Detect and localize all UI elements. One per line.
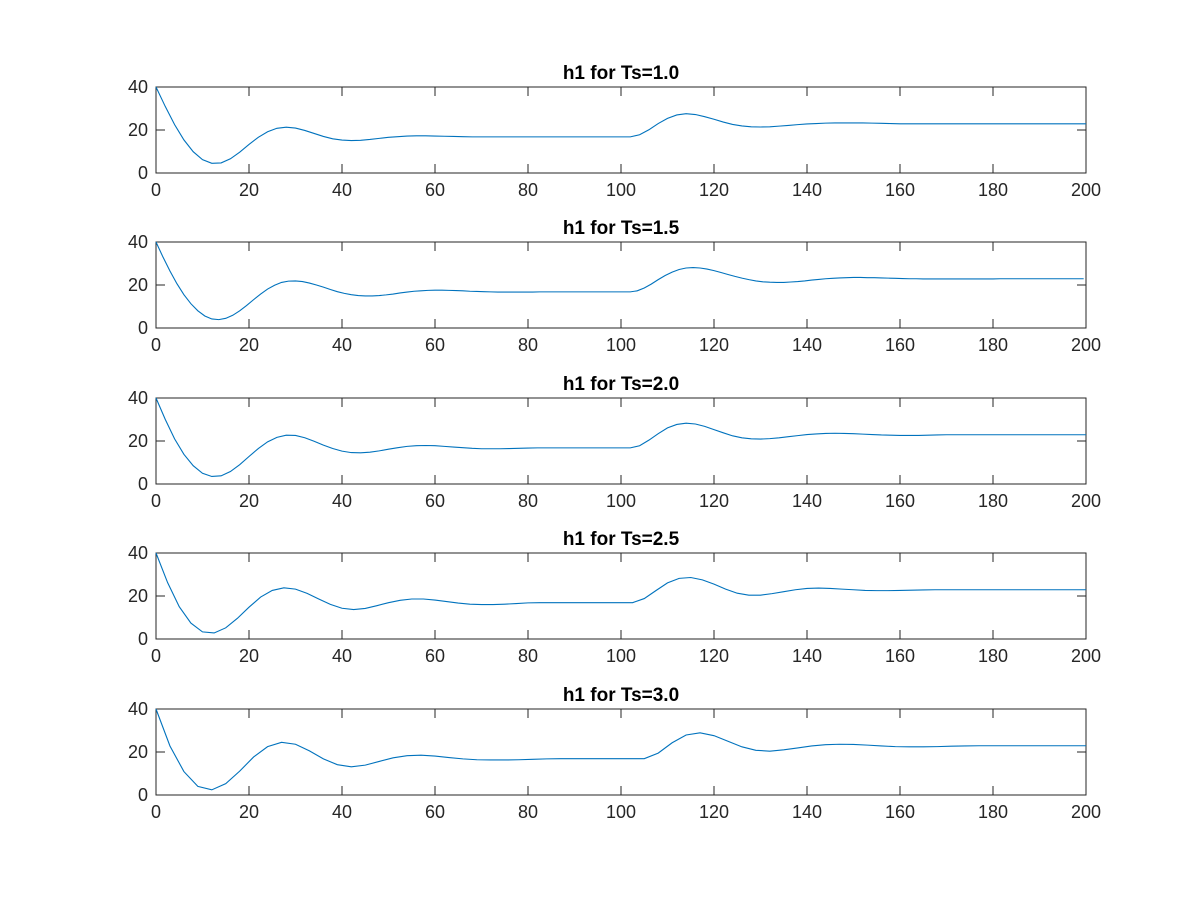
x-tick-label: 120 [699, 491, 729, 511]
chart-title: h1 for Ts=2.5 [563, 529, 680, 550]
x-tick-label: 0 [151, 802, 161, 822]
axes-frame [155, 708, 1087, 796]
x-tick-label: 0 [151, 180, 161, 200]
series-line [155, 552, 1086, 634]
y-tick-label: 40 [128, 232, 148, 252]
y-tick-label: 40 [128, 388, 148, 408]
subplot-5: h1 for Ts=3.00 20 40 60 80 100 120 140 160 180 200… [128, 685, 1101, 822]
y-tick-label: 20 [128, 742, 148, 762]
x-tick-label: 100 [606, 335, 636, 355]
x-tick-label: 20 [239, 335, 259, 355]
x-tick-label: 200 [1071, 491, 1101, 511]
x-tick-label: 160 [885, 491, 915, 511]
subplot-1: h1 for Ts=1.00 20 40 60 80 100 120 140 160 180 200… [128, 63, 1101, 200]
subplot-3: h1 for Ts=2.00 20 40 60 80 100 120 140 160 180 200… [128, 374, 1101, 511]
x-tick-label: 60 [425, 491, 445, 511]
series-line [155, 241, 1084, 321]
x-tick-label: 160 [885, 335, 915, 355]
axes-frame [155, 552, 1087, 640]
x-tick-label: 120 [699, 646, 729, 666]
x-tick-label: 180 [978, 491, 1008, 511]
chart-title: h1 for Ts=1.5 [563, 218, 680, 239]
y-tick-label: 40 [128, 77, 148, 97]
subplot-4: h1 for Ts=2.50 20 40 60 80 100 120 140 160 180 200… [128, 529, 1101, 666]
x-tick-label: 180 [978, 180, 1008, 200]
y-tick-label: 20 [128, 431, 148, 451]
y-tick-label: 0 [138, 163, 148, 183]
x-tick-label: 100 [606, 491, 636, 511]
axes-frame [155, 86, 1087, 174]
x-tick-label: 20 [239, 180, 259, 200]
x-tick-label: 20 [239, 491, 259, 511]
x-tick-label: 200 [1071, 802, 1101, 822]
x-tick-label: 180 [978, 646, 1008, 666]
x-tick-label: 80 [518, 802, 538, 822]
x-tick-label: 140 [792, 802, 822, 822]
y-tick-label: 0 [138, 785, 148, 805]
x-tick-label: 80 [518, 335, 538, 355]
x-tick-label: 60 [425, 802, 445, 822]
x-tick-label: 180 [978, 335, 1008, 355]
chart-title: h1 for Ts=2.0 [563, 374, 679, 395]
x-tick-label: 40 [332, 180, 352, 200]
x-tick-label: 140 [792, 491, 822, 511]
x-tick-label: 200 [1071, 180, 1101, 200]
y-tick-label: 0 [138, 629, 148, 649]
x-tick-label: 80 [518, 646, 538, 666]
series-line [155, 708, 1086, 791]
x-tick-label: 0 [151, 491, 161, 511]
x-tick-label: 80 [518, 491, 538, 511]
axes-frame [155, 397, 1087, 485]
x-tick-label: 40 [332, 802, 352, 822]
series-line [155, 397, 1086, 478]
x-tick-label: 100 [606, 180, 636, 200]
y-tick-label: 20 [128, 586, 148, 606]
x-tick-label: 120 [699, 802, 729, 822]
x-tick-label: 0 [151, 335, 161, 355]
x-tick-label: 200 [1071, 335, 1101, 355]
x-tick-label: 200 [1071, 646, 1101, 666]
axes-frame [155, 241, 1087, 329]
x-tick-label: 120 [699, 180, 729, 200]
x-tick-label: 120 [699, 335, 729, 355]
x-tick-label: 100 [606, 646, 636, 666]
x-tick-label: 180 [978, 802, 1008, 822]
y-tick-label: 40 [128, 543, 148, 563]
x-tick-label: 40 [332, 335, 352, 355]
y-tick-label: 0 [138, 318, 148, 338]
x-tick-label: 140 [792, 646, 822, 666]
x-tick-label: 140 [792, 180, 822, 200]
x-tick-label: 60 [425, 335, 445, 355]
chart-title: h1 for Ts=1.0 [563, 63, 679, 84]
x-tick-label: 0 [151, 646, 161, 666]
y-tick-label: 0 [138, 474, 148, 494]
chart-title: h1 for Ts=3.0 [563, 685, 679, 706]
x-tick-label: 140 [792, 335, 822, 355]
x-tick-label: 160 [885, 802, 915, 822]
x-tick-label: 160 [885, 646, 915, 666]
subplot-2: h1 for Ts=1.50 20 40 60 80 100 120 140 160 180 200… [128, 218, 1101, 355]
y-tick-label: 20 [128, 120, 148, 140]
x-tick-label: 20 [239, 802, 259, 822]
x-tick-label: 40 [332, 646, 352, 666]
x-tick-label: 20 [239, 646, 259, 666]
y-tick-label: 20 [128, 275, 148, 295]
x-tick-label: 60 [425, 180, 445, 200]
y-tick-label: 40 [128, 699, 148, 719]
series-line [155, 86, 1086, 164]
x-tick-label: 60 [425, 646, 445, 666]
x-tick-label: 80 [518, 180, 538, 200]
x-tick-label: 40 [332, 491, 352, 511]
x-tick-label: 100 [606, 802, 636, 822]
x-tick-label: 160 [885, 180, 915, 200]
